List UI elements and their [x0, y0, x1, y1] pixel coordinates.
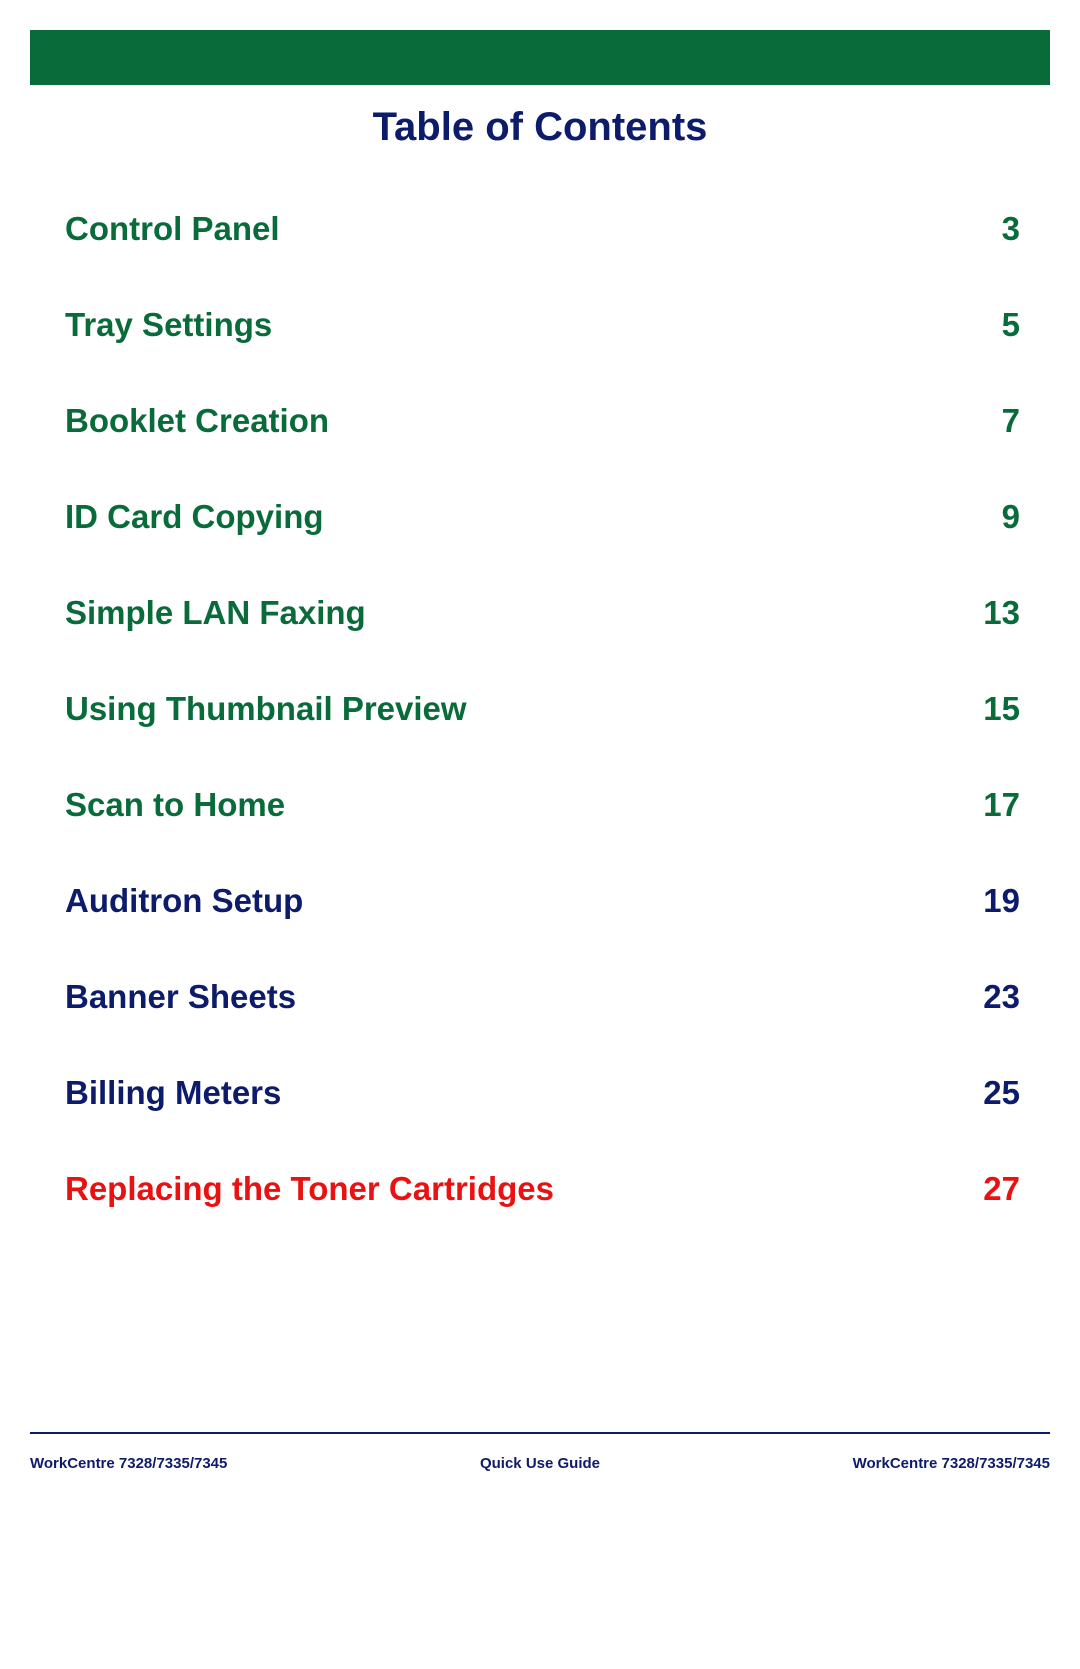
footer-rule: [30, 1432, 1050, 1434]
toc-entry-page: 5: [1002, 306, 1020, 344]
toc-entry-page: 23: [983, 978, 1020, 1016]
toc-entry-label: Simple LAN Faxing: [65, 594, 366, 632]
table-of-contents: Control Panel 3 Tray Settings 5 Booklet Crea…: [65, 210, 1020, 1266]
toc-entry[interactable]: Banner Sheets 23: [65, 978, 1020, 1016]
toc-entry[interactable]: Replacing the Toner Cartridges 27: [65, 1170, 1020, 1208]
toc-entry-page: 3: [1002, 210, 1020, 248]
toc-entry[interactable]: Scan to Home 17: [65, 786, 1020, 824]
page-title: Table of Contents: [0, 105, 1080, 150]
toc-entry-page: 9: [1002, 498, 1020, 536]
page-footer: WorkCentre 7328/7335/7345 Quick Use Guid…: [30, 1455, 1050, 1472]
toc-entry[interactable]: Auditron Setup 19: [65, 882, 1020, 920]
toc-entry[interactable]: Using Thumbnail Preview 15: [65, 690, 1020, 728]
toc-entry-label: ID Card Copying: [65, 498, 324, 536]
toc-entry-page: 15: [983, 690, 1020, 728]
toc-entry[interactable]: Tray Settings 5: [65, 306, 1020, 344]
toc-entry-label: Auditron Setup: [65, 882, 303, 920]
toc-entry[interactable]: Simple LAN Faxing 13: [65, 594, 1020, 632]
footer-center: Quick Use Guide: [480, 1455, 600, 1472]
toc-entry-label: Billing Meters: [65, 1074, 281, 1112]
toc-entry-label: Booklet Creation: [65, 402, 329, 440]
toc-entry[interactable]: Control Panel 3: [65, 210, 1020, 248]
toc-entry-label: Replacing the Toner Cartridges: [65, 1170, 554, 1208]
toc-entry-label: Using Thumbnail Preview: [65, 690, 467, 728]
header-bar: [30, 30, 1050, 85]
toc-entry[interactable]: Booklet Creation 7: [65, 402, 1020, 440]
toc-entry-page: 7: [1002, 402, 1020, 440]
toc-entry-page: 25: [983, 1074, 1020, 1112]
toc-entry-label: Scan to Home: [65, 786, 285, 824]
toc-entry-page: 27: [983, 1170, 1020, 1208]
toc-entry-label: Tray Settings: [65, 306, 272, 344]
toc-entry-page: 19: [983, 882, 1020, 920]
footer-left: WorkCentre 7328/7335/7345: [30, 1455, 227, 1472]
toc-entry-label: Control Panel: [65, 210, 280, 248]
toc-entry-label: Banner Sheets: [65, 978, 296, 1016]
toc-entry[interactable]: ID Card Copying 9: [65, 498, 1020, 536]
toc-entry[interactable]: Billing Meters 25: [65, 1074, 1020, 1112]
toc-entry-page: 13: [983, 594, 1020, 632]
footer-right: WorkCentre 7328/7335/7345: [853, 1455, 1050, 1472]
toc-entry-page: 17: [983, 786, 1020, 824]
